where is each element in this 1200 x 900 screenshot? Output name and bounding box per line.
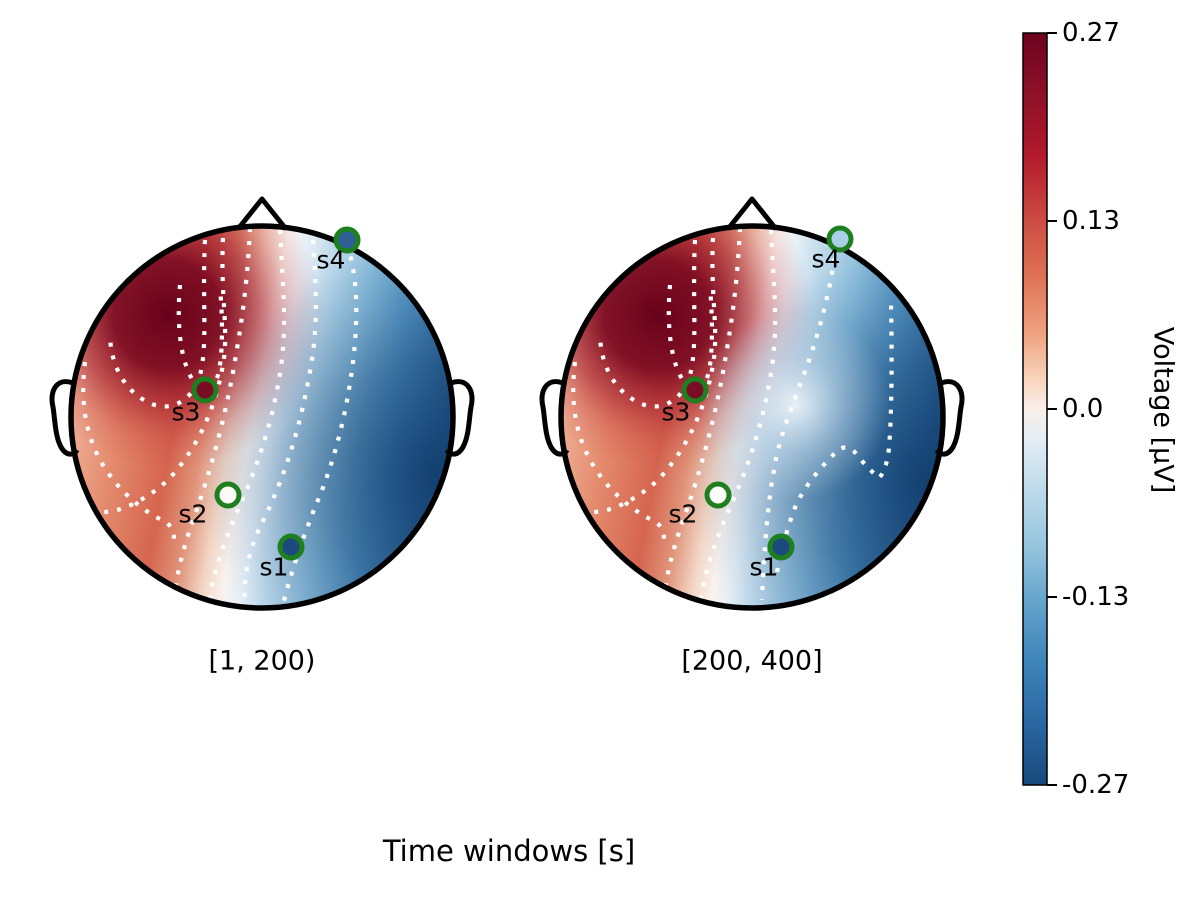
sensor-marker-s4-left <box>333 226 361 254</box>
sensor-label-s1-right: s1 <box>749 552 779 582</box>
x-axis-label: Time windows [s] <box>382 834 636 868</box>
head-outline-left <box>68 223 456 611</box>
ear-left-of-left-head <box>49 379 80 457</box>
colorbar-tick-0.27: 0.27 <box>1062 18 1120 48</box>
sensor-marker-s3-right <box>681 376 709 404</box>
sensor-markers-left <box>191 226 361 561</box>
contour-lines-right <box>571 227 894 603</box>
field-right <box>562 227 942 607</box>
sensor-label-s2-right: s2 <box>668 499 698 529</box>
colorbar <box>1022 32 1057 786</box>
contour-lines-left <box>81 227 359 606</box>
sensor-marker-s3-left <box>191 376 219 404</box>
ear-right-of-right-head <box>934 379 965 457</box>
sensor-markers-right <box>681 225 854 561</box>
panel-title-right: [200, 400] <box>681 645 823 677</box>
field-left <box>72 227 452 607</box>
nose-right <box>726 196 778 231</box>
sensor-marker-s1-left <box>277 533 305 561</box>
colorbar-axis-label: Voltage [µV] <box>1147 326 1179 494</box>
sensor-label-s3-right: s3 <box>661 397 691 427</box>
colorbar-tick-0.0: 0.0 <box>1062 394 1104 424</box>
sensor-label-s4-right: s4 <box>811 244 841 274</box>
colorbar-tick-neg-0.13: -0.13 <box>1062 582 1130 612</box>
ear-left-of-right-head <box>539 379 570 457</box>
sensor-marker-s1-right <box>767 533 795 561</box>
colorbar-tick-0.13: 0.13 <box>1062 206 1120 236</box>
sensor-label-s3-left: s3 <box>171 397 201 427</box>
colorbar-tick-marks <box>1047 32 1057 786</box>
colorbar-tick-neg-0.27: -0.27 <box>1062 770 1130 800</box>
panel-title-left: [1, 200) <box>208 645 316 677</box>
sensor-label-s2-left: s2 <box>178 499 208 529</box>
sensor-label-s4-left: s4 <box>316 245 346 275</box>
head-outline-right <box>558 223 946 611</box>
sensor-marker-s2-left <box>214 481 242 509</box>
sensor-marker-s2-right <box>704 481 732 509</box>
ear-right-of-left-head <box>444 379 475 457</box>
nose-left <box>236 196 288 231</box>
sensor-label-s1-left: s1 <box>259 552 289 582</box>
topomap-panel-left <box>49 196 475 611</box>
topomap-panel-right <box>539 196 965 611</box>
colorbar-gradient <box>1022 32 1048 786</box>
sensor-marker-s4-right <box>826 225 854 253</box>
